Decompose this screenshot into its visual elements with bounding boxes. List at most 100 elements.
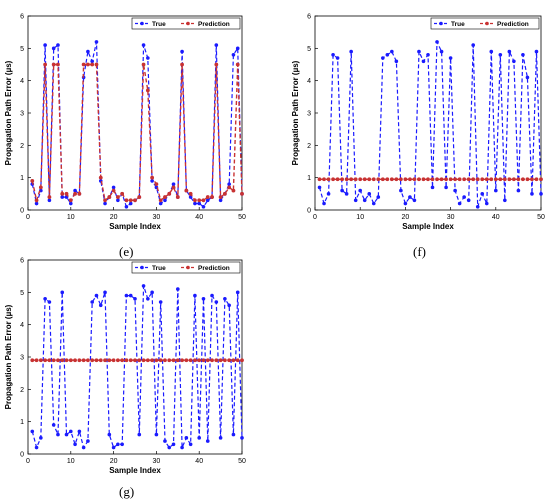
data-point-prediction <box>398 177 403 182</box>
data-point-prediction <box>462 177 467 182</box>
data-point-true <box>489 49 494 54</box>
data-point-true <box>235 290 240 295</box>
data-point-true <box>426 53 430 57</box>
data-point-prediction <box>222 358 227 363</box>
data-point-true <box>158 201 163 206</box>
data-point-true <box>430 185 435 190</box>
data-point-prediction <box>511 177 516 182</box>
data-point-prediction <box>235 358 240 363</box>
data-point-prediction <box>64 358 69 363</box>
data-point-true <box>128 293 133 298</box>
data-point-true <box>56 432 60 437</box>
data-point-prediction <box>448 177 453 182</box>
series-line-true <box>318 41 542 207</box>
data-point-prediction <box>222 191 227 196</box>
data-point-true <box>362 198 367 203</box>
x-tick-label: 10 <box>67 214 75 221</box>
x-tick-label: 50 <box>537 214 545 221</box>
x-tick-label: 0 <box>26 458 30 465</box>
data-point-prediction <box>184 188 189 193</box>
data-point-prediction <box>43 62 48 67</box>
legend-label-prediction: Prediction <box>497 21 529 28</box>
data-point-true <box>223 297 227 301</box>
data-point-prediction <box>205 195 210 199</box>
x-tick-label: 40 <box>195 458 203 465</box>
data-point-true <box>128 201 133 206</box>
data-point-prediction <box>158 358 163 363</box>
data-point-true <box>193 293 197 298</box>
data-point-prediction <box>340 177 345 182</box>
data-point-prediction <box>403 177 408 182</box>
data-point-true <box>94 293 99 298</box>
data-point-true <box>167 445 172 450</box>
data-point-prediction <box>235 62 240 67</box>
data-point-true <box>331 53 335 57</box>
data-point-prediction <box>484 177 489 182</box>
data-point-true <box>184 436 189 440</box>
data-point-prediction <box>107 358 112 363</box>
data-point-prediction <box>457 177 462 182</box>
data-point-true <box>77 429 82 434</box>
data-point-prediction <box>145 358 150 363</box>
data-point-prediction <box>133 358 137 363</box>
data-point-true <box>150 290 154 295</box>
x-tick-label: 20 <box>110 214 118 221</box>
data-point-prediction <box>51 62 56 67</box>
data-point-true <box>516 188 521 193</box>
data-point-true <box>227 182 231 186</box>
data-point-true <box>480 192 485 196</box>
data-point-prediction <box>188 191 193 196</box>
data-point-true <box>214 43 219 47</box>
data-point-prediction <box>38 358 43 363</box>
data-point-prediction <box>163 358 167 363</box>
data-point-true <box>111 445 116 450</box>
data-point-prediction <box>180 358 184 363</box>
data-point-prediction <box>38 185 43 190</box>
data-point-prediction <box>380 177 385 182</box>
data-point-prediction <box>107 195 112 199</box>
data-point-true <box>180 445 184 450</box>
data-point-true <box>317 185 322 190</box>
data-point-true <box>231 53 236 57</box>
panel-label-g: (g) <box>119 484 135 499</box>
data-point-prediction <box>124 198 129 203</box>
x-tick-label: 30 <box>447 214 455 221</box>
data-point-true <box>367 192 372 196</box>
data-point-true <box>64 432 69 437</box>
data-point-true <box>466 198 471 203</box>
data-point-prediction <box>394 177 399 182</box>
data-point-true <box>176 287 180 291</box>
x-tick-label: 40 <box>195 214 203 221</box>
data-point-prediction <box>475 177 480 182</box>
data-point-prediction <box>30 179 35 183</box>
y-tick-label: 4 <box>20 322 24 329</box>
data-point-prediction <box>56 62 60 67</box>
x-tick-label: 0 <box>26 214 30 221</box>
x-axis-label: Sample Index <box>402 222 454 231</box>
data-point-prediction <box>480 177 485 182</box>
series-line-true <box>31 41 243 208</box>
data-point-prediction <box>453 177 458 182</box>
data-point-true <box>435 40 439 44</box>
data-point-prediction <box>521 177 525 182</box>
data-point-prediction <box>344 177 349 182</box>
data-point-true <box>163 198 167 203</box>
data-point-prediction <box>471 177 476 182</box>
data-point-true <box>150 179 154 183</box>
data-point-prediction <box>417 177 421 182</box>
data-point-prediction <box>507 177 512 182</box>
data-point-true <box>34 201 39 206</box>
data-point-prediction <box>516 177 521 182</box>
data-point-prediction <box>539 177 543 182</box>
data-point-prediction <box>141 358 146 363</box>
data-point-true <box>43 43 47 47</box>
data-point-true <box>507 49 512 54</box>
data-point-prediction <box>201 198 206 203</box>
legend-label-prediction: Prediction <box>198 21 230 28</box>
data-point-true <box>163 439 167 443</box>
data-point-prediction <box>68 198 73 203</box>
data-point-prediction <box>525 177 530 182</box>
data-point-prediction <box>214 62 219 67</box>
data-point-true <box>214 300 219 304</box>
data-point-prediction <box>421 177 426 182</box>
